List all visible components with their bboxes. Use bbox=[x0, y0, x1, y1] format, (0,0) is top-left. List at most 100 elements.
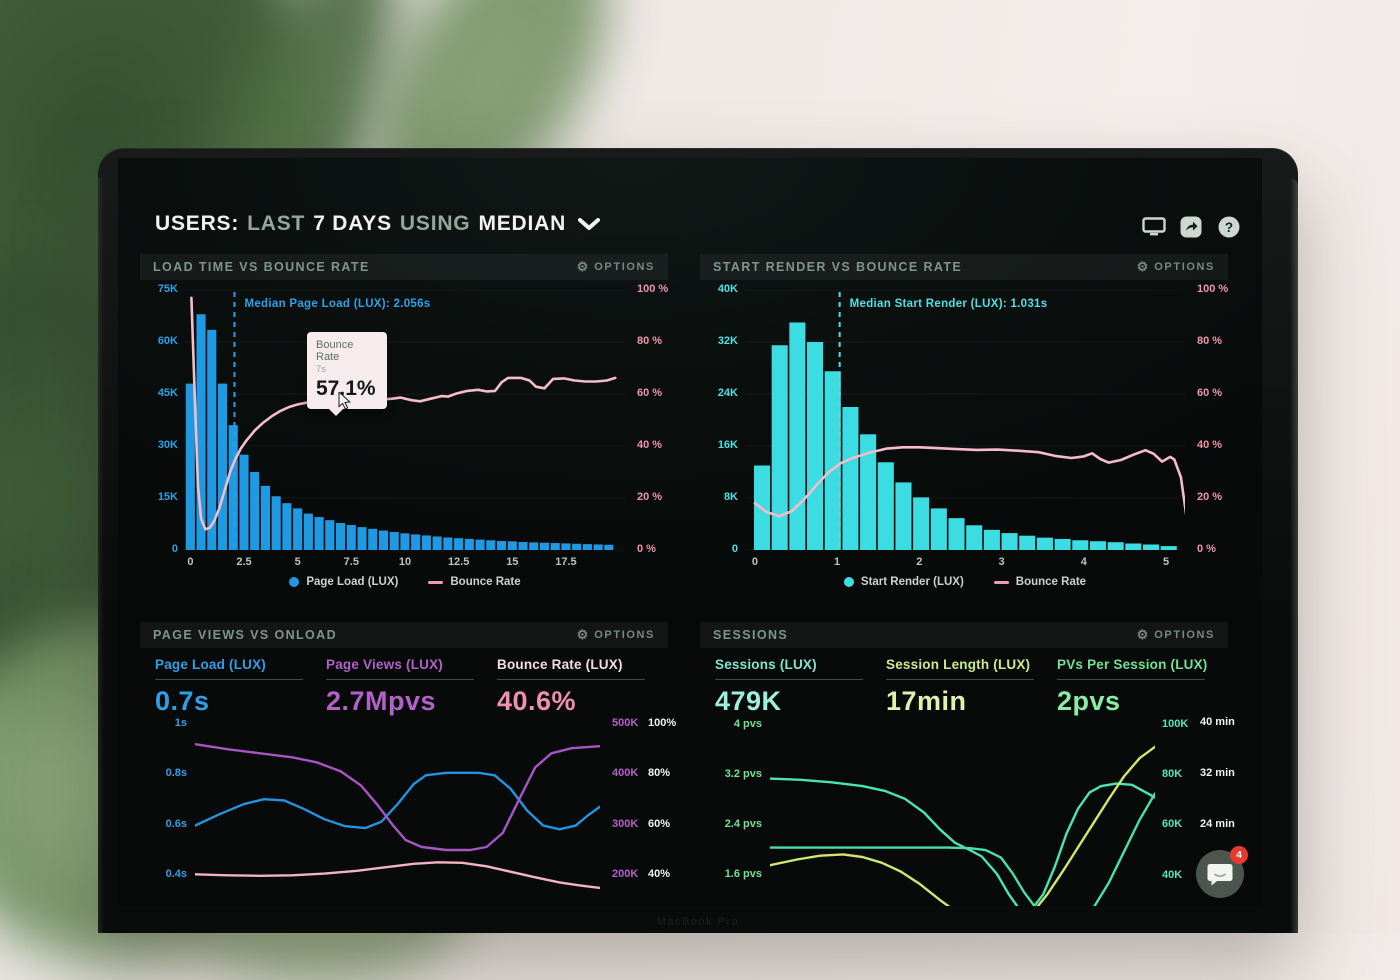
axis-tick: 80 % bbox=[637, 335, 663, 347]
axis-tick: 32K bbox=[717, 335, 738, 347]
title-segment: 7 DAYS bbox=[313, 212, 392, 235]
axis-tick: 40% bbox=[648, 867, 671, 880]
chat-bubble-icon bbox=[1207, 864, 1233, 886]
metric-label[interactable]: Page Views (LUX) bbox=[326, 657, 443, 672]
axis-tick: 100 % bbox=[637, 283, 669, 295]
axis-tick: 80K bbox=[1162, 768, 1183, 781]
axis-tick: 400K bbox=[612, 767, 639, 780]
share-icon[interactable] bbox=[1180, 216, 1204, 238]
axis-tick: 0 bbox=[731, 543, 738, 555]
axis-tick: 100% bbox=[648, 717, 677, 730]
laptop: USERS: LAST 7 DAYS USING MEDIAN ? LOAD TIME … bbox=[98, 148, 1298, 933]
y-axis-left: 1s 0.8s 0.6s 0.4s bbox=[147, 717, 187, 906]
axis-tick: 5 bbox=[1163, 556, 1170, 568]
chart-legend: Start Render (LUX) Bounce Rate bbox=[745, 576, 1185, 588]
mouse-cursor-icon bbox=[338, 390, 353, 415]
y-axis-right-2: 40 min 32 min 24 min bbox=[1200, 716, 1246, 906]
metric-column: Bounce Rate (LUX) 40.6% bbox=[497, 657, 668, 717]
title-segment: USING bbox=[399, 212, 471, 235]
legend-item: Page Load (LUX) bbox=[289, 576, 398, 588]
metric-column: Session Length (LUX) 17min bbox=[886, 657, 1057, 717]
axis-tick: 40K bbox=[1162, 868, 1183, 881]
axis-tick: 60K bbox=[157, 335, 178, 347]
axis-tick: 40 min bbox=[1200, 715, 1235, 728]
axis-tick: 500K bbox=[612, 717, 639, 730]
options-button[interactable]: ⚙ OPTIONS bbox=[576, 259, 655, 274]
axis-tick: 16K bbox=[717, 439, 738, 451]
legend-dot-marker bbox=[843, 577, 854, 587]
axis-tick: 0 % bbox=[1197, 543, 1216, 555]
unread-badge: 4 bbox=[1230, 846, 1248, 864]
metric-underline bbox=[497, 679, 645, 680]
metric-label[interactable]: Session Length (LUX) bbox=[886, 657, 1031, 672]
axis-tick: 4 bbox=[1080, 556, 1087, 568]
y-axis-right: 100 % 80 % 60 % 40 % 20 % 0 % bbox=[637, 283, 677, 555]
metric-underline bbox=[886, 679, 1034, 680]
axis-tick: 4 pvs bbox=[733, 717, 762, 730]
panel-start-render-vs-bounce-rate: START RENDER VS BOUNCE RATE ⚙ OPTIONS 40K… bbox=[700, 254, 1228, 604]
options-button[interactable]: ⚙ OPTIONS bbox=[1136, 627, 1215, 642]
metric-column: PVs Per Session (LUX) 2pvs bbox=[1057, 657, 1228, 717]
axis-tick: 100 % bbox=[1197, 283, 1229, 295]
axis-tick: 32 min bbox=[1200, 766, 1235, 779]
gear-icon: ⚙ bbox=[576, 627, 589, 642]
app-header: USERS: LAST 7 DAYS USING MEDIAN ? bbox=[118, 158, 1262, 250]
metric-value: 479K bbox=[715, 686, 782, 716]
axis-tick: 7.5 bbox=[343, 556, 359, 568]
axis-tick: 200K bbox=[612, 868, 639, 881]
axis-tick: 0 bbox=[171, 543, 178, 555]
axis-tick: 1.6 pvs bbox=[724, 868, 762, 881]
title-segment: USERS: bbox=[155, 212, 240, 235]
panel-header: LOAD TIME VS BOUNCE RATE ⚙ OPTIONS bbox=[140, 254, 668, 280]
axis-tick: 60 % bbox=[637, 387, 663, 399]
header-icons: ? bbox=[1142, 216, 1242, 238]
panel-title: PAGE VIEWS VS ONLOAD bbox=[153, 628, 338, 642]
panel-sessions: SESSIONS ⚙ OPTIONS Sessions (LUX) 479K Sess… bbox=[700, 622, 1235, 906]
tooltip-series: Bounce Rate bbox=[316, 339, 354, 363]
y-axis-right-1: 500K 400K 300K 200K bbox=[612, 717, 648, 906]
gear-icon: ⚙ bbox=[1136, 627, 1149, 642]
metric-underline bbox=[326, 679, 474, 680]
svg-text:?: ? bbox=[1225, 220, 1233, 235]
axis-tick: 15 bbox=[506, 556, 519, 568]
x-axis: 0 1 2 3 4 5 bbox=[745, 556, 1185, 572]
chart-plot bbox=[195, 743, 600, 890]
chat-widget-button[interactable]: 4 bbox=[1196, 846, 1248, 898]
y-axis-right-2: 100% 80% 60% 40% bbox=[648, 717, 694, 906]
help-icon[interactable]: ? bbox=[1218, 216, 1242, 238]
y-axis-left: 40K 32K 24K 16K 8K 0 bbox=[700, 283, 738, 555]
y-axis-right: 100 % 80 % 60 % 40 % 20 % 0 % bbox=[1197, 283, 1237, 555]
axis-tick: 75K bbox=[157, 283, 178, 295]
title-segment: MEDIAN bbox=[478, 212, 567, 235]
tooltip-value: 57.1% bbox=[316, 377, 376, 400]
metric-label[interactable]: Bounce Rate (LUX) bbox=[497, 657, 623, 672]
axis-tick: 60 % bbox=[1197, 387, 1223, 399]
axis-tick: 20 % bbox=[637, 491, 663, 503]
axis-tick: 10 bbox=[398, 556, 412, 568]
panel-load-time-vs-bounce-rate: LOAD TIME VS BOUNCE RATE ⚙ OPTIONS 75K 60K… bbox=[140, 254, 668, 604]
axis-tick: 0.6s bbox=[165, 817, 187, 830]
axis-tick: 1s bbox=[174, 717, 187, 730]
options-button[interactable]: ⚙ OPTIONS bbox=[576, 627, 655, 642]
metric-underline bbox=[1057, 679, 1205, 680]
axis-tick: 15K bbox=[157, 491, 178, 503]
axis-tick: 100K bbox=[1162, 717, 1189, 730]
tooltip: Bounce Rate 7s 57.1% bbox=[307, 332, 387, 416]
chart-plot bbox=[185, 290, 625, 550]
legend-item: Bounce Rate bbox=[993, 576, 1086, 588]
axis-tick: 24 min bbox=[1200, 817, 1235, 830]
y-axis-left: 4 pvs 3.2 pvs 2.4 pvs 1.6 pvs bbox=[710, 717, 762, 906]
panel-header: PAGE VIEWS VS ONLOAD ⚙ OPTIONS bbox=[140, 622, 668, 648]
axis-tick: 1 bbox=[834, 556, 841, 568]
display-icon[interactable] bbox=[1142, 216, 1166, 238]
options-button[interactable]: ⚙ OPTIONS bbox=[1136, 259, 1215, 274]
page-title-dropdown[interactable]: USERS: LAST 7 DAYS USING MEDIAN bbox=[155, 212, 601, 237]
axis-tick: 60% bbox=[648, 817, 671, 830]
panel-header: SESSIONS ⚙ OPTIONS bbox=[700, 622, 1228, 648]
metric-label[interactable]: Sessions (LUX) bbox=[715, 657, 817, 672]
panel-title: LOAD TIME VS BOUNCE RATE bbox=[153, 260, 370, 274]
axis-tick: 40K bbox=[717, 283, 738, 295]
metric-label[interactable]: PVs Per Session (LUX) bbox=[1057, 657, 1208, 672]
axis-tick: 0.4s bbox=[165, 867, 187, 880]
metric-label[interactable]: Page Load (LUX) bbox=[155, 657, 267, 672]
